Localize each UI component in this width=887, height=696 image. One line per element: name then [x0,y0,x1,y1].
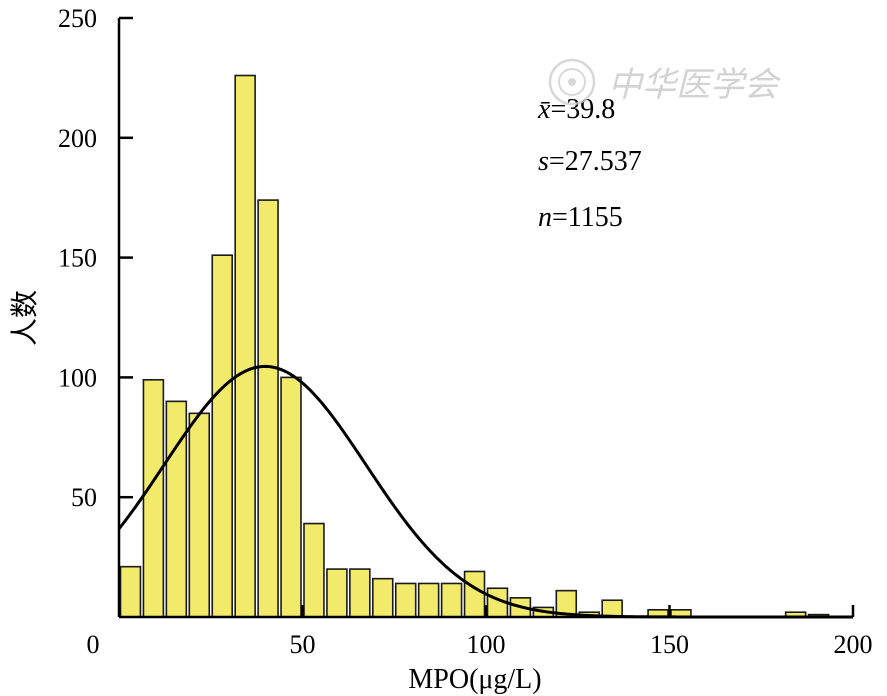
x-tick-label: 100 [467,630,506,659]
n-stat: n=1155 [538,202,623,233]
histogram-bar [326,568,348,618]
x-tick-label: 50 [290,630,316,659]
histogram-bar [349,568,371,618]
x-tick-label: 200 [834,630,873,659]
mean-stat: x̄=39.8 [537,94,615,125]
histogram-bar [303,522,325,618]
mean-symbol: x̄ [537,94,551,125]
y-tick-label: 250 [58,4,97,33]
histogram-bar [601,599,623,618]
histogram-bar [394,582,417,618]
y-axis-ticks: 50 100 150 200 250 [58,4,133,512]
n-value: =1155 [552,202,623,233]
histogram-bar [372,577,394,618]
watermark: 中华医学会 [548,58,782,106]
x-tick-label: 150 [650,630,689,659]
histogram-bar [211,254,233,618]
histogram-bars [119,74,830,618]
x-axis-label: MPO(μg/L) [408,664,541,695]
histogram-bar [234,74,256,618]
histogram-bar [440,582,463,618]
histogram-bar [280,376,302,618]
y-tick-label: 100 [58,363,97,392]
x-tick-label: 0 [87,630,100,659]
watermark-text: 中华医学会 [608,65,782,105]
sd-symbol: s [538,146,549,177]
histogram-bar [142,378,165,618]
y-axis-label: 人数 [9,290,41,346]
mean-value: =39.8 [550,94,615,125]
y-tick-label: 200 [58,124,97,153]
watermark-seal-icon [548,58,596,106]
x-axis-ticks: 0 50 100 150 200 [87,605,873,659]
statistics-annotation: x̄=39.8 s=27.537 n=1155 [537,94,642,233]
histogram-bar [463,570,486,618]
histogram-bar [119,565,142,618]
y-tick-label: 50 [71,483,97,512]
y-tick-label: 150 [58,244,97,273]
histogram-bar [257,199,279,618]
sd-value: =27.537 [549,146,642,177]
histogram-bar [188,412,211,618]
n-symbol: n [538,202,552,233]
histogram-bar [417,582,440,618]
sd-stat: s=27.537 [538,146,642,177]
